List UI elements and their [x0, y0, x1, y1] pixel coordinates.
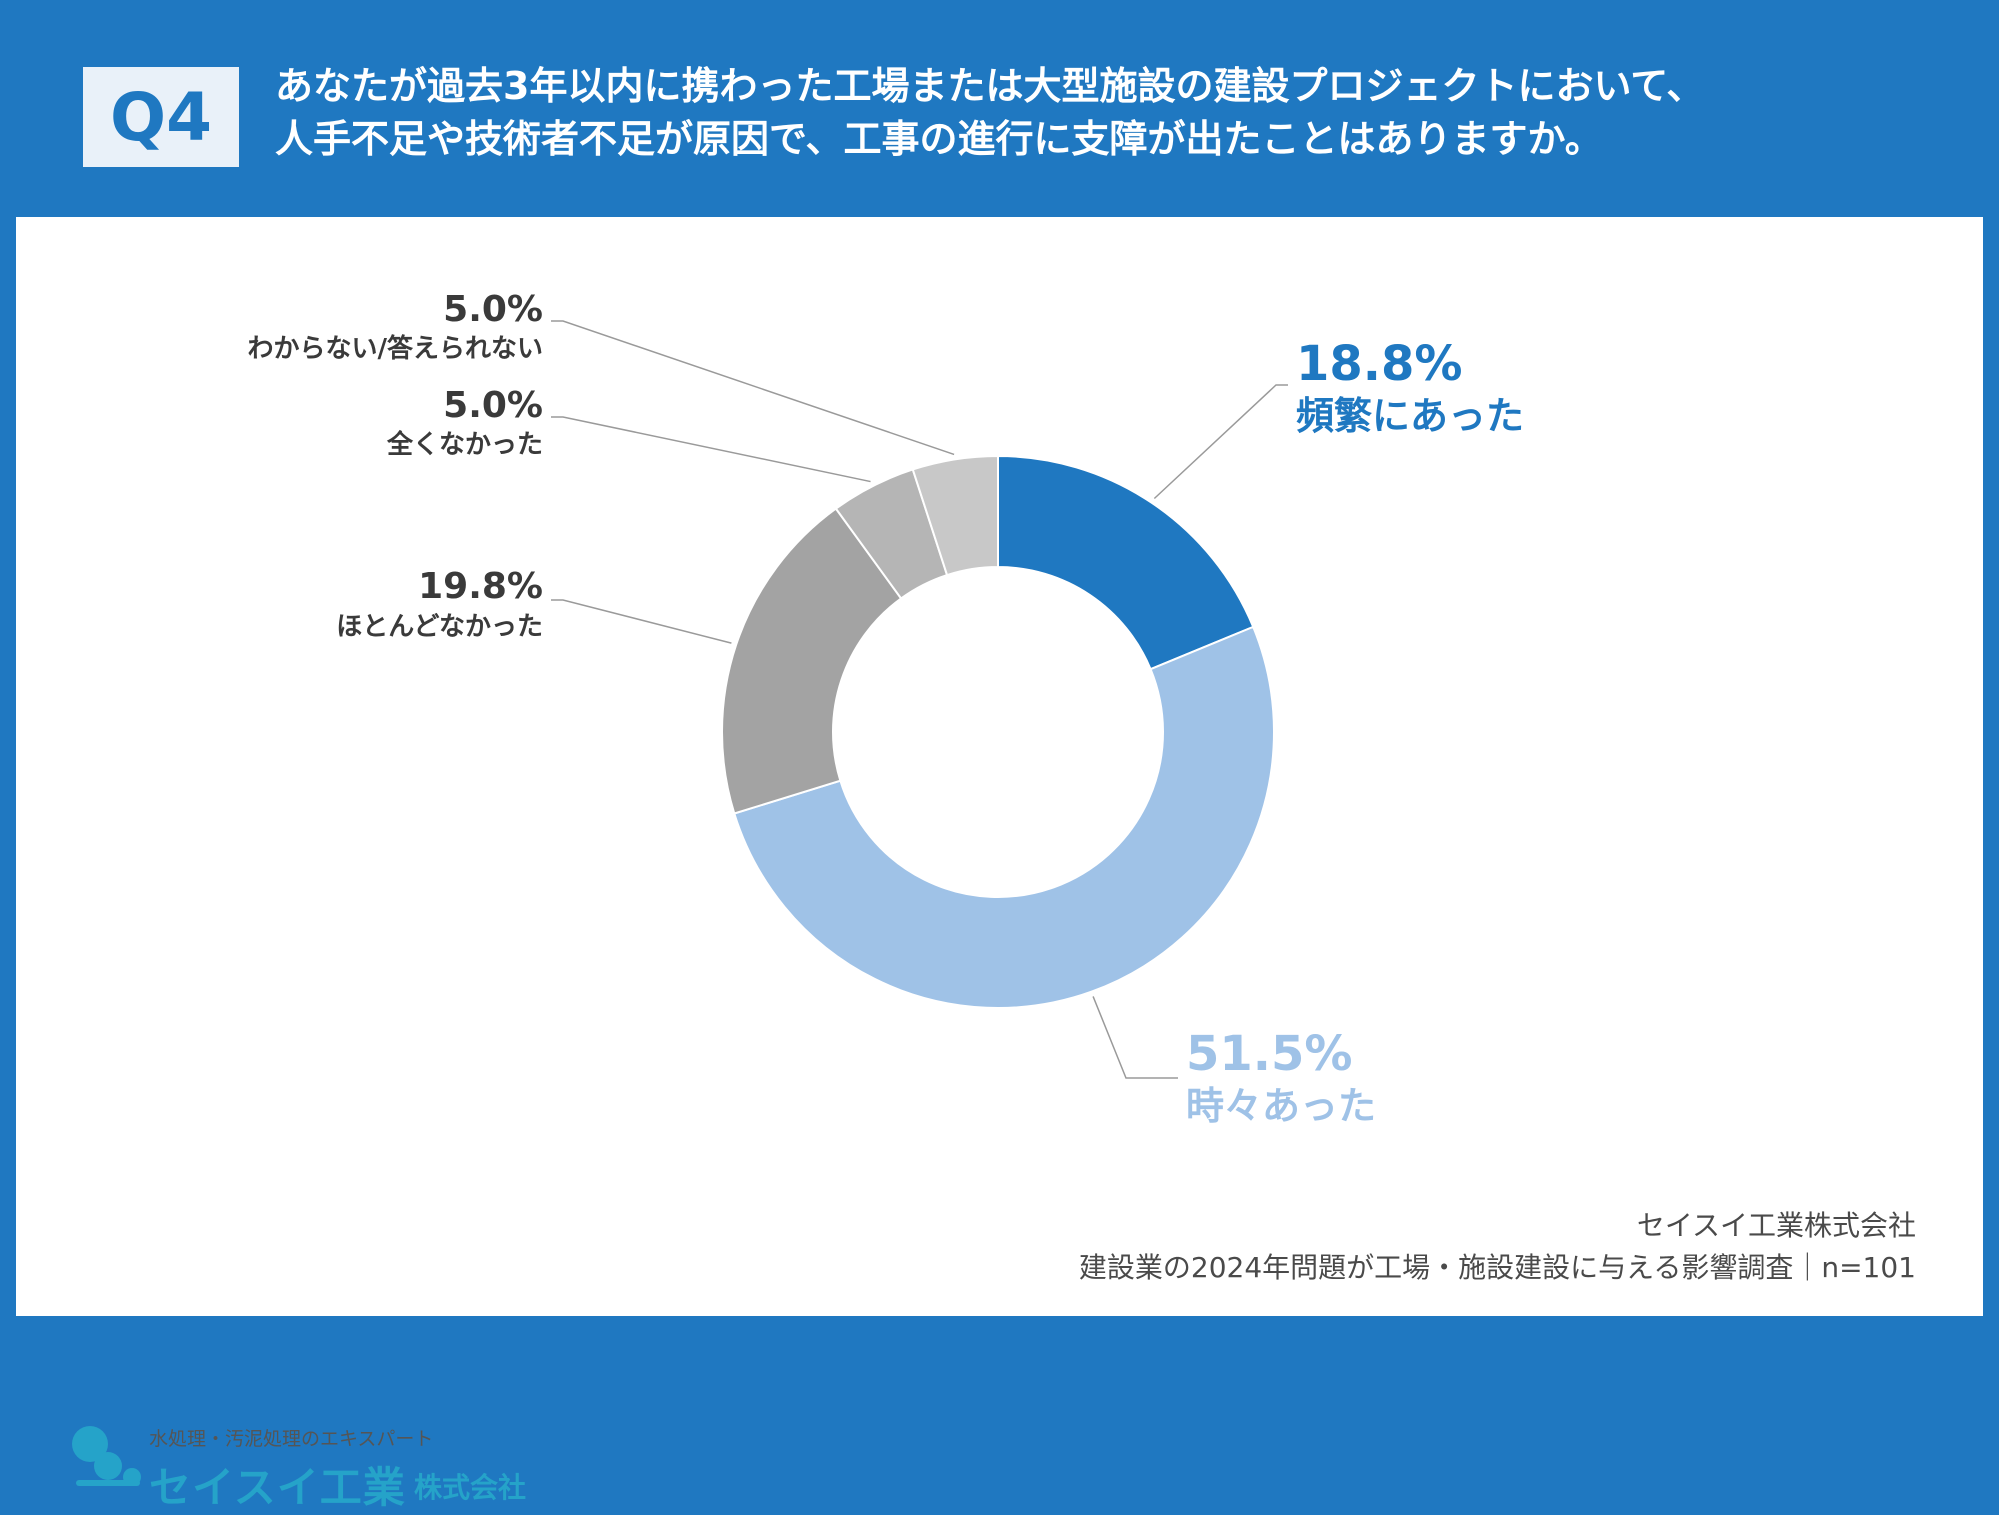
footer-source: セイスイ工業株式会社 建設業の2024年問題が工場・施設建設に与える影響調査｜n…: [1079, 1205, 1916, 1289]
leader-line-5: [551, 320, 955, 456]
logo-corp: 株式会社: [414, 1471, 527, 1504]
logo-mark-icon: [72, 1426, 141, 1486]
slice-value-label-5: 5.0%: [443, 289, 543, 330]
footer-company: セイスイ工業株式会社: [1636, 1209, 1916, 1242]
leader-line-2: [1092, 996, 1178, 1079]
donut-chart: 18.8%頻繁にあった51.5%時々あった19.8%ほとんどなかった5.0%全く…: [248, 289, 1525, 1128]
question-line-1: あなたが過去3年以内に携わった工場または大型施設の建設プロジェクトにおいて、: [275, 64, 1705, 108]
footer-survey: 建設業の2024年問題が工場・施設建設に与える影響調査｜n=101: [1078, 1251, 1916, 1284]
leader-line-3: [551, 599, 732, 644]
leader-line-4: [551, 416, 871, 483]
slice-value-label-1: 18.8%: [1296, 336, 1463, 392]
logo-tagline: 水処理・汚泥処理のエキスパート: [149, 1428, 434, 1450]
chart-panel: 18.8% 頻繁にあった 51.5% 時々あった 19.8% ほとんどなかった 5.0% 全く…: [16, 217, 1983, 1512]
donut-slice-3: [721, 507, 903, 815]
logo-name: セイスイ工業: [149, 1463, 406, 1512]
slice-category-label-1: 頻繁にあった: [1296, 394, 1524, 438]
donut-slice-1: [997, 454, 1255, 671]
slice-value-label-2: 51.5%: [1186, 1026, 1353, 1082]
slice-value-label-4: 5.0%: [443, 385, 543, 426]
slice-category-label-5: わからない/答えられない: [248, 333, 544, 364]
header: Q4 あなたが過去3年以内に携わった工場または大型施設の建設プロジェクトにおいて…: [0, 0, 1999, 215]
question-text: あなたが過去3年以内に携わった工場または大型施設の建設プロジェクトにおいて、 人…: [275, 60, 1925, 166]
leader-line-1: [1153, 384, 1288, 500]
slice-value-label-3: 19.8%: [418, 566, 543, 607]
slice-category-label-4: 全くなかった: [386, 429, 543, 460]
question-badge: Q4: [83, 67, 239, 167]
donut-slice-2: [733, 625, 1275, 1009]
slice-category-label-2: 時々あった: [1186, 1084, 1376, 1128]
slice-category-label-3: ほとんどなかった: [336, 612, 543, 642]
company-logo: 水処理・汚泥処理のエキスパート セイスイ工業 株式会社: [64, 1422, 584, 1512]
donut-slice-5: [911, 454, 999, 577]
question-line-2: 人手不足や技術者不足が原因で、工事の進行に支障が出たことはありますか。: [275, 117, 1603, 161]
